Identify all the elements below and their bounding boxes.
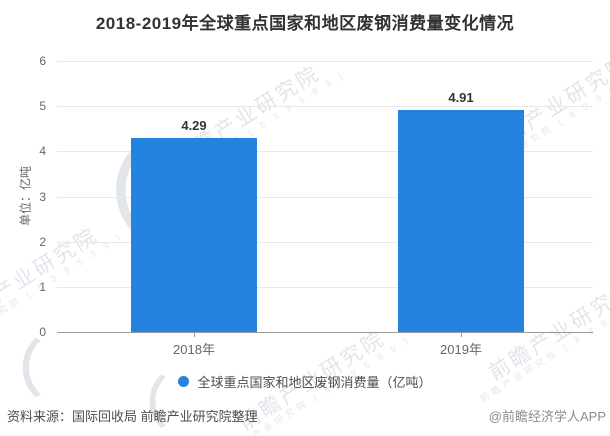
bar-2019年[interactable] — [398, 110, 524, 332]
x-axis-line — [57, 332, 593, 333]
bar-2018年[interactable] — [131, 138, 257, 332]
y-tick-label: 6 — [39, 54, 46, 68]
y-tick-label: 5 — [39, 99, 46, 114]
watermark-logo-icon: （ — [566, 43, 610, 144]
y-tick-label: 3 — [39, 189, 46, 204]
gridline — [57, 61, 593, 62]
bar-value-label: 4.91 — [448, 90, 474, 106]
bar-value-label: 4.29 — [181, 118, 207, 134]
legend-label: 全球重点国家和地区废钢消费量（亿吨） — [197, 375, 432, 390]
legend[interactable]: 全球重点国家和地区废钢消费量（亿吨） — [0, 372, 610, 391]
y-tick-label: 2 — [39, 234, 46, 249]
gridline — [57, 196, 593, 198]
x-category-label: 2019年 — [440, 342, 482, 357]
gridline — [57, 151, 593, 153]
x-category-label: 2018年 — [173, 342, 215, 357]
y-tick-label: 0 — [39, 325, 46, 339]
legend-marker-circle-icon — [178, 376, 190, 387]
y-tick-label: 4 — [39, 144, 46, 159]
footer-source-text: 资料来源：国际回收局 前瞻产业研究院整理 — [7, 409, 258, 424]
x-axis-tick — [461, 332, 462, 337]
y-tick-label: 1 — [39, 279, 46, 294]
gridline — [57, 286, 593, 288]
chart-title: 2018-2019年全球重点国家和地区废钢消费量变化情况 — [95, 14, 515, 33]
footer-credit-text: @前瞻经济学人APP — [488, 409, 606, 424]
gridline — [57, 241, 593, 243]
gridline — [57, 106, 593, 108]
x-axis-tick — [194, 332, 195, 337]
